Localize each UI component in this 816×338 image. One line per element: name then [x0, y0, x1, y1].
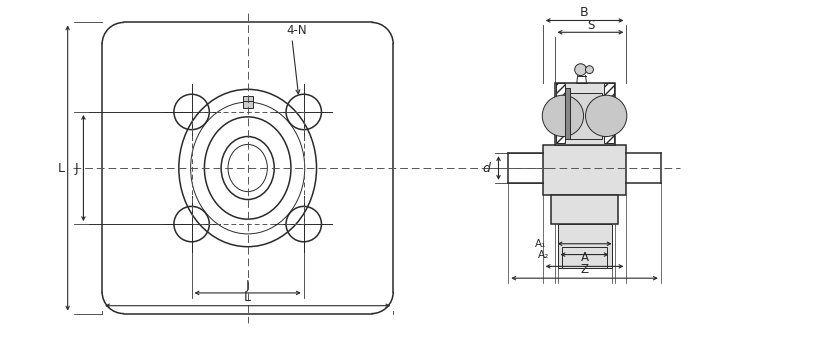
Text: L: L: [57, 162, 64, 174]
Bar: [565, 88, 570, 139]
Text: 4-N: 4-N: [286, 24, 307, 37]
Circle shape: [543, 95, 583, 137]
Bar: [543, 145, 627, 195]
Text: Z: Z: [580, 263, 588, 276]
Text: J: J: [246, 279, 250, 292]
Bar: [555, 83, 614, 145]
Bar: [562, 247, 606, 268]
Circle shape: [574, 64, 587, 76]
Text: A₂: A₂: [538, 249, 549, 260]
Bar: [604, 83, 614, 143]
Text: A: A: [580, 251, 588, 264]
Text: J: J: [75, 162, 78, 174]
Circle shape: [586, 66, 593, 74]
Text: L: L: [244, 291, 251, 304]
Bar: [551, 195, 619, 224]
Bar: [243, 96, 253, 108]
Text: B: B: [580, 6, 589, 19]
Bar: [556, 83, 565, 143]
Bar: [567, 93, 601, 139]
Text: S: S: [587, 19, 594, 32]
Text: A₁: A₁: [535, 239, 547, 249]
Circle shape: [586, 95, 627, 137]
Text: d: d: [483, 162, 490, 174]
Bar: [557, 224, 612, 268]
